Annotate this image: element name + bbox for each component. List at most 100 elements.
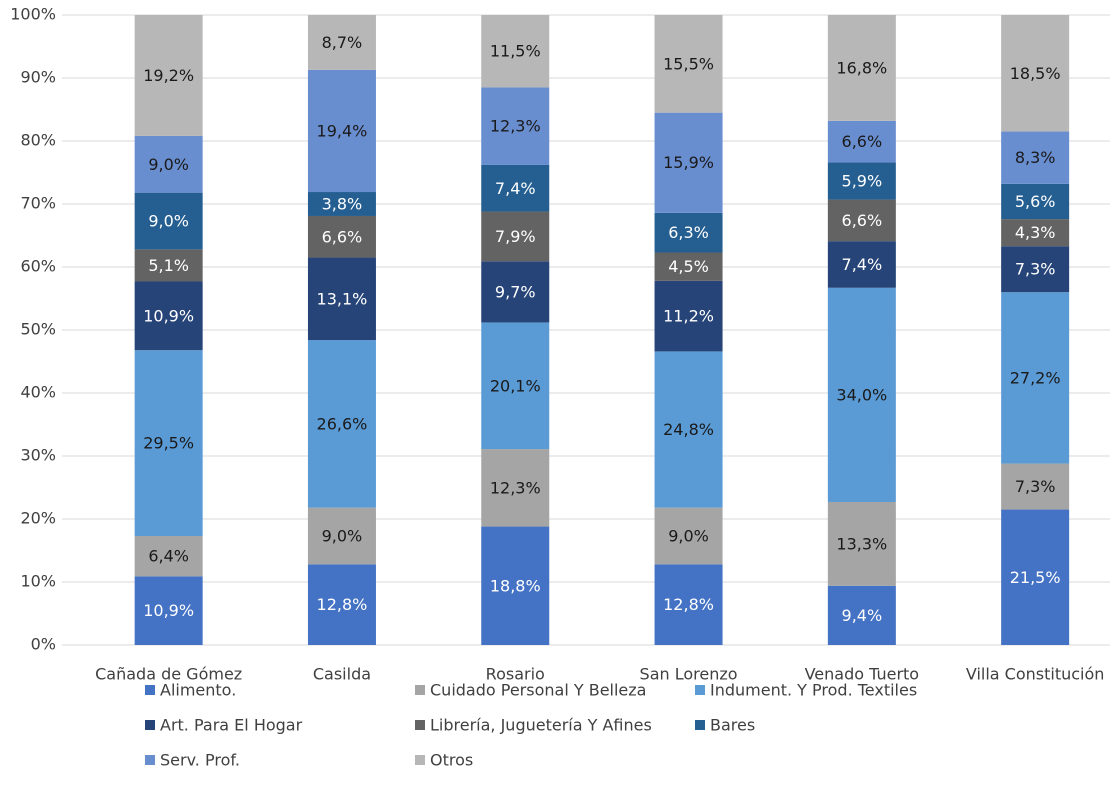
data-label: 15,5% bbox=[663, 54, 714, 73]
data-label: 10,9% bbox=[143, 601, 194, 620]
bar-segment bbox=[1001, 219, 1070, 247]
legend-swatch bbox=[145, 685, 155, 695]
y-tick-label: 90% bbox=[20, 68, 56, 87]
bar-segment bbox=[134, 576, 203, 645]
x-tick-label: Casilda bbox=[313, 665, 371, 684]
bar-segment bbox=[481, 15, 550, 88]
bar-segment bbox=[481, 164, 550, 212]
legend-swatch bbox=[145, 755, 155, 765]
bar-segment bbox=[827, 287, 896, 502]
data-label: 5,6% bbox=[1015, 192, 1056, 211]
data-label: 12,8% bbox=[317, 595, 368, 614]
bar-segment bbox=[1001, 15, 1070, 132]
data-label: 7,4% bbox=[495, 179, 536, 198]
data-label: 4,5% bbox=[668, 257, 709, 276]
data-label: 7,9% bbox=[495, 227, 536, 246]
bar-segment bbox=[307, 507, 376, 565]
data-label: 5,1% bbox=[148, 256, 189, 275]
legend-label: Bares bbox=[710, 716, 755, 735]
data-label: 9,0% bbox=[148, 155, 189, 174]
legend-swatch bbox=[415, 755, 425, 765]
bar-segment bbox=[481, 261, 550, 323]
y-tick-label: 10% bbox=[20, 572, 56, 591]
data-label: 19,4% bbox=[317, 121, 368, 140]
bar-segment bbox=[307, 340, 376, 508]
bar-segment bbox=[307, 192, 376, 216]
data-label: 16,8% bbox=[836, 58, 887, 77]
bar-segment bbox=[1001, 246, 1070, 293]
data-label: 6,6% bbox=[842, 211, 883, 230]
data-label: 9,4% bbox=[842, 606, 883, 625]
y-tick-label: 30% bbox=[20, 446, 56, 465]
bar-segment bbox=[1001, 131, 1070, 184]
data-label: 11,5% bbox=[490, 42, 541, 61]
legend-label: Indument. Y Prod. Textiles bbox=[710, 681, 917, 700]
data-label: 9,7% bbox=[495, 282, 536, 301]
x-tick-label: Rosario bbox=[486, 665, 545, 684]
legend-swatch bbox=[695, 720, 705, 730]
data-label: 4,3% bbox=[1015, 223, 1056, 242]
data-label: 6,4% bbox=[148, 547, 189, 566]
data-label: 34,0% bbox=[836, 385, 887, 404]
bar-segment bbox=[481, 322, 550, 450]
data-label: 27,2% bbox=[1010, 368, 1061, 387]
bar-segment bbox=[481, 526, 550, 645]
legend-swatch bbox=[415, 720, 425, 730]
legend-swatch bbox=[695, 685, 705, 695]
data-label: 11,2% bbox=[663, 307, 714, 326]
bar-segment bbox=[307, 564, 376, 645]
bar-segment bbox=[134, 281, 203, 351]
y-tick-label: 60% bbox=[20, 257, 56, 276]
legend-label: Alimento. bbox=[160, 681, 236, 700]
y-tick-label: 70% bbox=[20, 194, 56, 213]
data-label: 13,1% bbox=[317, 289, 368, 308]
bar-segment bbox=[827, 199, 896, 242]
bar-segment bbox=[1001, 463, 1070, 510]
data-label: 19,2% bbox=[143, 66, 194, 85]
bar-segment bbox=[654, 564, 723, 645]
bar-segment bbox=[654, 15, 723, 113]
bar-segment bbox=[827, 162, 896, 200]
y-tick-label: 50% bbox=[20, 320, 56, 339]
bar-segment bbox=[134, 192, 203, 250]
bar-segment bbox=[481, 449, 550, 527]
x-tick-label: Venado Tuerto bbox=[805, 665, 920, 684]
data-label: 5,9% bbox=[842, 172, 883, 191]
bar-segment bbox=[827, 585, 896, 645]
data-label: 3,8% bbox=[322, 195, 363, 214]
data-label: 7,4% bbox=[842, 255, 883, 274]
bar-segment bbox=[827, 15, 896, 121]
data-label: 26,6% bbox=[317, 414, 368, 433]
bar-segment bbox=[654, 351, 723, 508]
bar-segment bbox=[134, 249, 203, 282]
legend-label: Librería, Juguetería Y Afines bbox=[430, 716, 652, 735]
x-tick-label: Villa Constitución bbox=[966, 665, 1105, 684]
bar-segment bbox=[827, 501, 896, 586]
legend-swatch bbox=[145, 720, 155, 730]
x-tick-label: Cañada de Gómez bbox=[95, 665, 242, 684]
data-label: 18,8% bbox=[490, 576, 541, 595]
x-tick-label: San Lorenzo bbox=[640, 665, 738, 684]
legend-swatch bbox=[415, 685, 425, 695]
bar-segment bbox=[827, 120, 896, 163]
data-label: 7,3% bbox=[1015, 260, 1056, 279]
bar-segment bbox=[134, 15, 203, 136]
bar-segment bbox=[481, 211, 550, 262]
legend-label: Cuidado Personal Y Belleza bbox=[430, 681, 646, 700]
data-label: 13,3% bbox=[836, 534, 887, 553]
bar-segment bbox=[654, 280, 723, 352]
data-label: 24,8% bbox=[663, 420, 714, 439]
bar-segment bbox=[307, 215, 376, 258]
bar-segment bbox=[307, 69, 376, 193]
y-tick-label: 40% bbox=[20, 383, 56, 402]
data-label: 9,0% bbox=[322, 527, 363, 546]
bar-segment bbox=[654, 507, 723, 565]
data-label: 12,8% bbox=[663, 595, 714, 614]
legend-label: Art. Para El Hogar bbox=[160, 716, 303, 735]
bar-segment bbox=[307, 15, 376, 70]
bar-segment bbox=[134, 536, 203, 577]
bar-segment bbox=[1001, 292, 1070, 464]
data-label: 8,3% bbox=[1015, 148, 1056, 167]
data-label: 9,0% bbox=[148, 212, 189, 231]
